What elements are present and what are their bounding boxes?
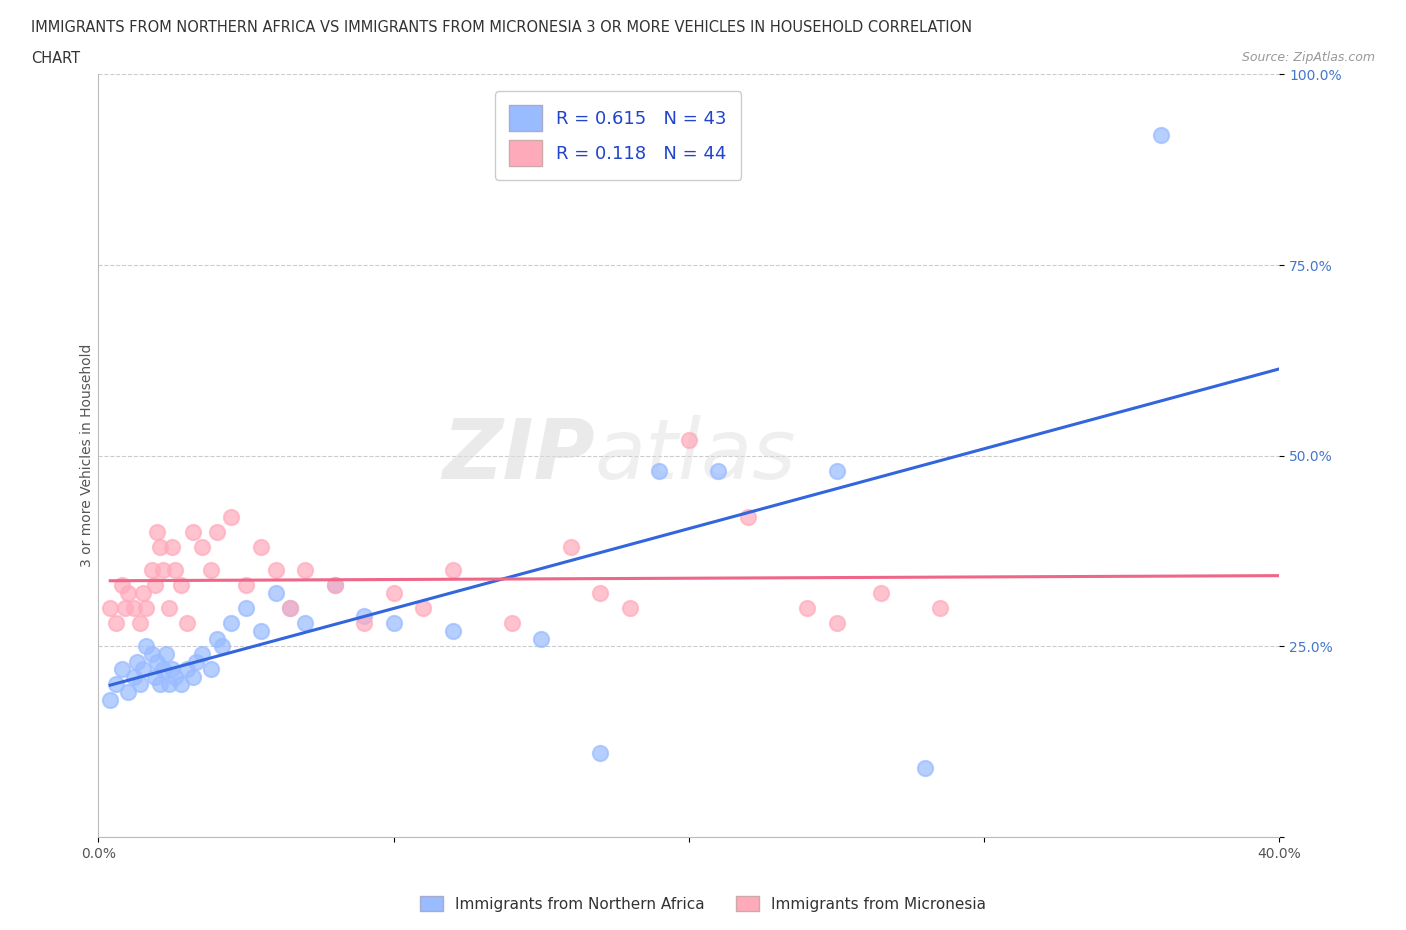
- Point: [1150, 128, 1173, 143]
- Legend: Immigrants from Northern Africa, Immigrants from Micronesia: Immigrants from Northern Africa, Immigra…: [415, 889, 991, 918]
- Point: [707, 463, 730, 478]
- Point: [323, 578, 346, 592]
- Point: [589, 586, 612, 601]
- Point: [412, 601, 434, 616]
- Point: [98, 692, 121, 707]
- Point: [114, 601, 136, 616]
- Point: [294, 563, 316, 578]
- Point: [141, 646, 163, 661]
- Text: ZIP: ZIP: [441, 415, 595, 497]
- Point: [619, 601, 641, 616]
- Point: [264, 563, 287, 578]
- Point: [105, 677, 128, 692]
- Point: [382, 586, 405, 601]
- Point: [146, 525, 169, 539]
- Point: [132, 662, 155, 677]
- Point: [135, 639, 157, 654]
- Point: [117, 684, 139, 699]
- Point: [98, 601, 121, 616]
- Point: [278, 601, 302, 616]
- Text: atlas: atlas: [595, 415, 796, 497]
- Point: [181, 670, 204, 684]
- Point: [155, 646, 177, 661]
- Text: CHART: CHART: [31, 51, 80, 66]
- Point: [250, 624, 273, 639]
- Point: [205, 631, 228, 646]
- Point: [589, 746, 612, 761]
- Point: [157, 601, 180, 616]
- Point: [141, 563, 163, 578]
- Point: [250, 539, 273, 554]
- Point: [205, 525, 228, 539]
- Point: [125, 654, 148, 669]
- Point: [170, 578, 193, 592]
- Point: [235, 578, 257, 592]
- Point: [132, 586, 155, 601]
- Point: [128, 616, 150, 631]
- Point: [181, 525, 204, 539]
- Point: [560, 539, 582, 554]
- Point: [200, 662, 222, 677]
- Point: [149, 677, 172, 692]
- Point: [128, 677, 150, 692]
- Point: [235, 601, 257, 616]
- Point: [152, 662, 174, 677]
- Point: [914, 761, 936, 776]
- Text: IMMIGRANTS FROM NORTHERN AFRICA VS IMMIGRANTS FROM MICRONESIA 3 OR MORE VEHICLES: IMMIGRANTS FROM NORTHERN AFRICA VS IMMIG…: [31, 20, 972, 35]
- Point: [382, 616, 405, 631]
- Point: [219, 510, 242, 525]
- Point: [146, 654, 169, 669]
- Point: [162, 539, 183, 554]
- Point: [441, 624, 464, 639]
- Point: [143, 578, 166, 592]
- Point: [191, 539, 214, 554]
- Point: [219, 616, 242, 631]
- Point: [111, 662, 134, 677]
- Point: [170, 677, 193, 692]
- Point: [149, 539, 172, 554]
- Point: [323, 578, 346, 592]
- Point: [135, 601, 157, 616]
- Point: [122, 670, 145, 684]
- Point: [737, 510, 759, 525]
- Point: [162, 662, 183, 677]
- Point: [184, 654, 207, 669]
- Point: [796, 601, 818, 616]
- Point: [928, 601, 950, 616]
- Point: [157, 677, 180, 692]
- Point: [200, 563, 222, 578]
- Point: [353, 616, 375, 631]
- Point: [191, 646, 214, 661]
- Point: [825, 463, 848, 478]
- Point: [105, 616, 128, 631]
- Point: [152, 563, 174, 578]
- Point: [122, 601, 145, 616]
- Point: [165, 563, 187, 578]
- Point: [678, 433, 700, 448]
- Point: [143, 670, 166, 684]
- Point: [648, 463, 671, 478]
- Point: [530, 631, 553, 646]
- Point: [165, 670, 187, 684]
- Text: Source: ZipAtlas.com: Source: ZipAtlas.com: [1241, 51, 1375, 64]
- Point: [176, 662, 198, 677]
- Point: [353, 608, 375, 623]
- Point: [111, 578, 134, 592]
- Point: [176, 616, 198, 631]
- Point: [441, 563, 464, 578]
- Point: [825, 616, 848, 631]
- Point: [117, 586, 139, 601]
- Point: [869, 586, 891, 601]
- Point: [278, 601, 302, 616]
- Point: [501, 616, 523, 631]
- Y-axis label: 3 or more Vehicles in Household: 3 or more Vehicles in Household: [80, 344, 94, 567]
- Legend: R = 0.615   N = 43, R = 0.118   N = 44: R = 0.615 N = 43, R = 0.118 N = 44: [495, 91, 741, 180]
- Point: [294, 616, 316, 631]
- Point: [211, 639, 233, 654]
- Point: [264, 586, 287, 601]
